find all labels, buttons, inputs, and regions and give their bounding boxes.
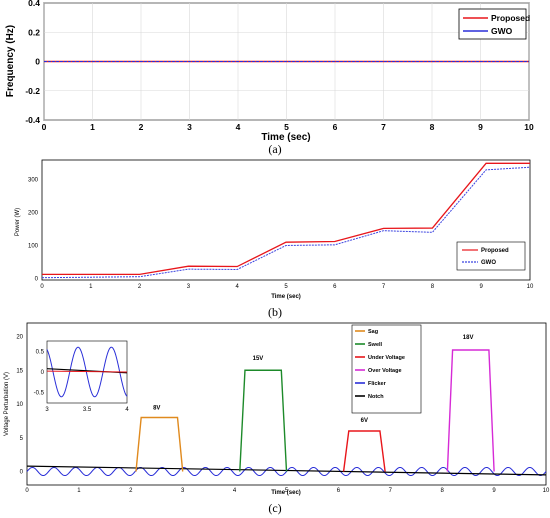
- x-tick-label-a: 7: [381, 122, 386, 132]
- series-line-under-voltage: [342, 430, 386, 472]
- legend-label-proposed-b: Proposed: [481, 248, 509, 254]
- annotation-label: 6V: [361, 418, 368, 424]
- frequency-chart: 0 1 2 3 4 5 6 7 8 9 10 -0.4 -0.2 0 0.2 0.4 Time (sec) F…: [5, 0, 534, 156]
- y-tick-label-c: 20: [16, 335, 23, 341]
- legend-label-c: Under Voltage: [368, 355, 405, 361]
- legend-b: Proposed GWO: [456, 241, 526, 271]
- x-tick-label-b: 9: [480, 284, 484, 290]
- series-line-proposed-b: [42, 162, 530, 276]
- x-tick-label-c: 6: [337, 488, 341, 494]
- inset-line-under-voltage: [46, 370, 128, 373]
- x-tick-label-b: 0: [40, 284, 44, 290]
- x-tick-label-a: 3: [187, 122, 192, 132]
- y-tick-label-b: 0: [35, 276, 39, 282]
- x-tick-label-c: 4: [233, 488, 237, 494]
- x-tick-label-c: 5: [285, 488, 289, 494]
- x-tick-label-b: 7: [382, 284, 386, 290]
- legend-a: Proposed GWO: [458, 8, 530, 40]
- y-tick-label-a: 0.2: [28, 27, 40, 37]
- y-tick-label-b: 100: [28, 243, 39, 249]
- legend-label-proposed-a: Proposed: [491, 13, 530, 23]
- y-tick-label-c: 0: [20, 470, 24, 476]
- x-tick-label-b: 3: [187, 284, 191, 290]
- x-tick-label-a: 9: [478, 122, 483, 132]
- inset-y-tick-label: 0: [41, 370, 45, 376]
- y-tick-label-c: 5: [20, 436, 24, 442]
- inset-y-tick-label: -0.5: [34, 391, 45, 397]
- series-line-sag: [135, 416, 184, 472]
- caption-b: (b): [268, 305, 282, 319]
- x-tick-label-c: 2: [129, 488, 133, 494]
- legend-c: Sag Swell Under Voltage Over Voltage Flicker…: [351, 324, 422, 414]
- x-tick-label-c: 10: [543, 488, 550, 494]
- x-tick-label-a: 0: [42, 122, 47, 132]
- y-tick-label-c: 15: [16, 368, 23, 374]
- x-tick-label-b: 10: [527, 284, 534, 290]
- x-tick-label-c: 0: [25, 488, 29, 494]
- x-tick-label-a: 2: [139, 122, 144, 132]
- x-tick-label-c: 9: [492, 488, 496, 494]
- legend-label-c: Flicker: [368, 381, 387, 387]
- y-axis-label-b: Power (W): [15, 208, 21, 236]
- x-tick-label-c: 1: [77, 488, 81, 494]
- inset-x-tick-label: 4: [125, 407, 129, 413]
- legend-label-c: Swell: [368, 342, 383, 348]
- y-tick-label-b: 300: [28, 178, 39, 184]
- y-tick-label-a: 0.4: [28, 0, 40, 8]
- x-tick-label-a: 5: [284, 122, 289, 132]
- x-tick-label-a: 10: [524, 122, 534, 132]
- inset-chart: 3 3.5 4 -0.5 0 0.5: [34, 340, 129, 413]
- annotation-label: 8V: [153, 405, 160, 411]
- y-tick-label-c: 10: [16, 402, 23, 408]
- voltage-perturbation-chart: 0 1 2 3 4 5 6 7 8 9 10 0 5 10 15 20 8V 15V 6V 18V Time (se…: [4, 322, 550, 515]
- x-tick-label-a: 6: [333, 122, 338, 132]
- y-axis-label-a: Frequency (Hz): [5, 25, 16, 97]
- legend-label-gwo-b: GWO: [481, 260, 496, 266]
- series-line-over-voltage: [446, 349, 495, 472]
- x-tick-label-b: 6: [333, 284, 337, 290]
- y-tick-label-b: 200: [28, 211, 39, 217]
- x-axis-label-c: Time (sec): [271, 490, 301, 496]
- legend-label-c: Sag: [368, 329, 378, 335]
- x-tick-label-a: 1: [90, 122, 95, 132]
- annotation-label: 15V: [253, 356, 264, 362]
- legend-label-gwo-a: GWO: [491, 26, 513, 36]
- x-tick-label-c: 3: [181, 488, 185, 494]
- inset-y-tick-label: 0.5: [36, 349, 45, 355]
- x-tick-label-b: 8: [431, 284, 435, 290]
- x-axis-label-a: Time (sec): [261, 132, 310, 143]
- series-line-gwo-b: [41, 166, 531, 279]
- x-axis-label-b: Time (sec): [271, 294, 301, 300]
- plot-area-b: [41, 159, 531, 281]
- annotation-label: 18V: [463, 335, 474, 341]
- x-tick-label-a: 8: [430, 122, 435, 132]
- x-tick-label-b: 5: [284, 284, 288, 290]
- x-tick-label-a: 4: [236, 122, 241, 132]
- x-tick-label-b: 2: [138, 284, 142, 290]
- y-tick-label-a: 0: [35, 57, 40, 67]
- legend-label-c: Over Voltage: [368, 368, 402, 374]
- series-line-swell: [239, 369, 288, 472]
- y-tick-label-a: -0.4: [25, 115, 40, 125]
- x-tick-label-b: 4: [236, 284, 240, 290]
- x-tick-label-c: 8: [441, 488, 445, 494]
- x-tick-label-b: 1: [89, 284, 93, 290]
- legend-label-c: Notch: [368, 394, 384, 400]
- inset-x-tick-label: 3: [45, 407, 49, 413]
- caption-c: (c): [268, 501, 281, 515]
- y-axis-label-c: Voltage Perturbation (V): [4, 372, 10, 436]
- x-tick-label-c: 7: [389, 488, 393, 494]
- inset-line-flicker: [46, 346, 128, 398]
- caption-a: (a): [268, 142, 281, 156]
- y-tick-label-a: -0.2: [25, 86, 40, 96]
- inset-x-tick-label: 3.5: [83, 407, 92, 413]
